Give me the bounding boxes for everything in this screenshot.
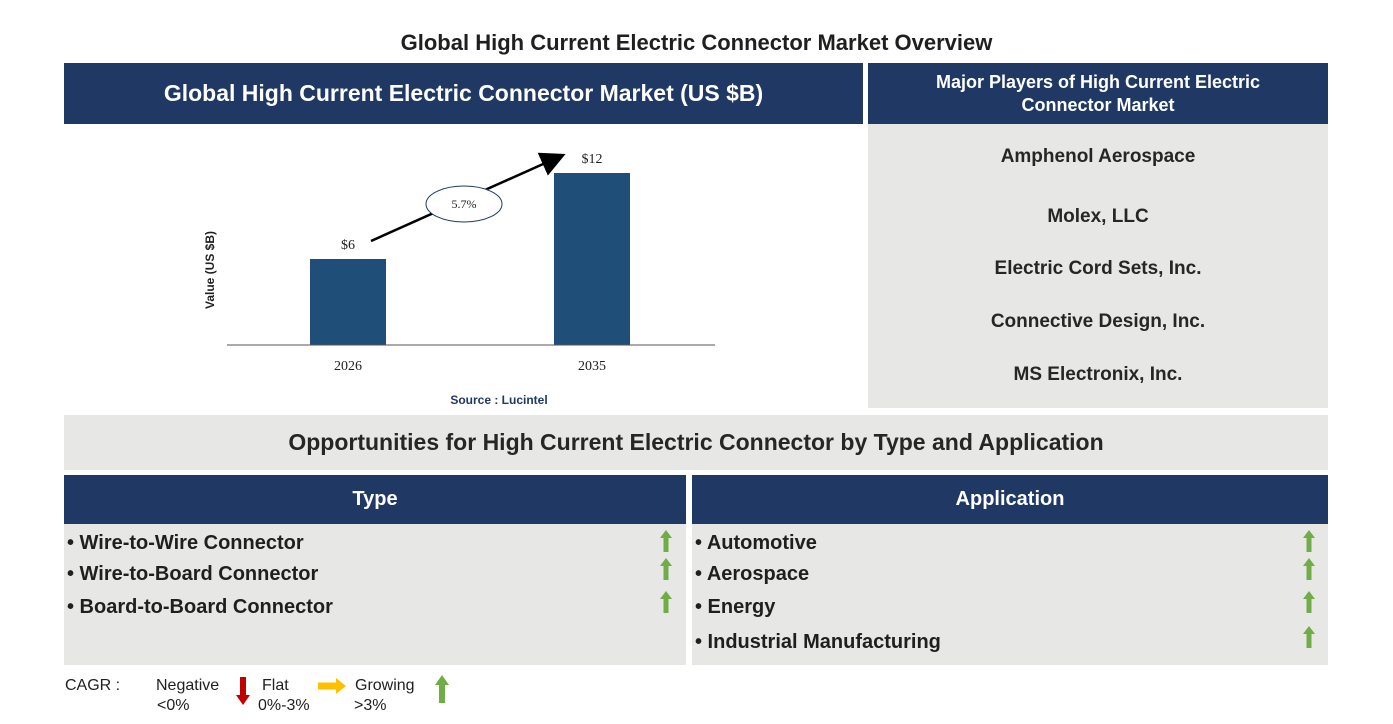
legend-negative-range: <0% [157, 697, 190, 714]
bar-2035 [554, 173, 630, 345]
growing-arrow-icon [660, 558, 672, 580]
type-item: • Wire-to-Wire Connector [67, 532, 304, 554]
cagr-value: 5.7% [452, 197, 477, 211]
players-panel-title: Major Players of High Current Electric C… [935, 71, 1261, 115]
flat-arrow-icon [318, 678, 346, 694]
y-axis-label: Value (US $B) [203, 231, 217, 309]
application-item: • Automotive [695, 532, 817, 554]
player-item: Amphenol Aerospace [1000, 146, 1196, 167]
application-item: • Aerospace [695, 563, 810, 585]
growing-arrow-icon [1303, 558, 1315, 580]
growing-arrow-icon [435, 675, 449, 703]
x-tick-label: 2026 [334, 359, 362, 374]
chart-panel-header: Global High Current Electric Connector M… [64, 63, 863, 124]
players-list: Amphenol Aerospace Molex, LLC Electric C… [868, 124, 1328, 408]
chart-panel-title: Global High Current Electric Connector M… [163, 80, 764, 106]
bar-value-label: $6 [341, 238, 355, 253]
player-item: Electric Cord Sets, Inc. [994, 258, 1202, 279]
application-header: Application [692, 475, 1328, 524]
application-item: • Energy [695, 596, 776, 618]
growing-arrow-icon [1303, 626, 1315, 648]
bar-value-label: $12 [582, 152, 603, 167]
legend-cagr-label: CAGR : [65, 677, 121, 694]
growing-arrow-icon [1303, 591, 1315, 613]
legend-flat-range: 0%-3% [258, 697, 310, 714]
legend-flat-label: Flat [262, 677, 289, 694]
growing-arrow-icon [660, 591, 672, 613]
legend-growing-range: >3% [354, 697, 387, 714]
type-header-label: Type [352, 488, 398, 510]
type-header: Type [64, 475, 686, 524]
cagr-bubble [425, 185, 503, 223]
bar-2026 [310, 259, 386, 345]
type-list: • Wire-to-Wire Connector • Wire-to-Board… [64, 524, 686, 665]
x-tick-label: 2035 [578, 359, 606, 374]
negative-arrow-icon [236, 677, 250, 705]
application-header-label: Application [955, 488, 1065, 510]
legend-growing-label: Growing [355, 677, 415, 694]
opportunities-title: Opportunities for High Current Electric … [288, 429, 1104, 455]
players-panel-header: Major Players of High Current Electric C… [868, 63, 1328, 124]
growing-arrow-icon [1303, 530, 1315, 552]
legend-negative-label: Negative [156, 677, 220, 694]
application-item: • Industrial Manufacturing [695, 631, 941, 653]
chart-source: Source : Lucintel [450, 393, 548, 407]
application-list: • Automotive • Aerospace • Energy • Indu… [692, 524, 1328, 665]
growing-arrow-icon [660, 530, 672, 552]
bars-layer: $6 2026 $12 2035 [310, 152, 630, 374]
page-title: Global High Current Electric Connector M… [400, 30, 993, 55]
player-item: Molex, LLC [1047, 206, 1149, 227]
market-bar-chart: Value (US $B) $6 2026 $12 2035 5.7% [203, 152, 715, 374]
type-item: • Wire-to-Board Connector [67, 563, 319, 585]
opportunities-banner: Opportunities for High Current Electric … [64, 415, 1328, 470]
type-item: • Board-to-Board Connector [67, 596, 333, 618]
player-item: MS Electronix, Inc. [1013, 364, 1183, 385]
player-item: Connective Design, Inc. [990, 311, 1206, 332]
